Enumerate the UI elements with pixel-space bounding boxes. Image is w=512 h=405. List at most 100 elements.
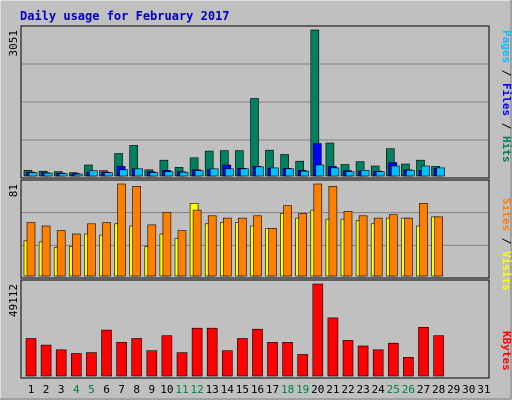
top-panel-max-label: 3051	[7, 30, 20, 57]
bar-sites-day-20	[313, 183, 323, 277]
bar-pages-day-14	[225, 168, 234, 177]
x-tick-label: 27	[417, 383, 430, 396]
bar-pages-day-18	[285, 168, 294, 177]
x-tick-label: 10	[160, 383, 173, 396]
bar-kbytes-day-16	[252, 328, 263, 377]
x-tick-label: 23	[356, 383, 369, 396]
bar-sites-day-11	[177, 230, 187, 277]
bar-sites-day-25	[388, 214, 398, 277]
bar-sites-day-3	[56, 230, 66, 277]
bar-sites-day-27	[419, 203, 428, 277]
bar-sites-day-9	[147, 224, 157, 277]
x-tick-label: 31	[477, 383, 490, 396]
bar-pages-day-26	[406, 170, 415, 177]
bar-pages-day-25	[390, 165, 400, 177]
bar-sites-day-26	[404, 217, 413, 277]
bar-pages-day-12	[194, 170, 204, 177]
x-tick-label: 2	[43, 383, 50, 396]
middle-panel-legend: Sites / Visits	[500, 198, 512, 291]
bar-kbytes-day-14	[222, 350, 233, 377]
x-tick-label: 29	[447, 383, 460, 396]
x-tick-label: 8	[133, 383, 140, 396]
legend-part: /	[500, 116, 512, 136]
bar-pages-day-24	[375, 171, 385, 177]
x-tick-label: 18	[281, 383, 294, 396]
x-tick-label: 5	[88, 383, 95, 396]
bar-pages-day-4	[74, 173, 83, 177]
bar-kbytes-day-18	[282, 341, 293, 377]
x-tick-label: 11	[175, 383, 188, 396]
bar-pages-day-13	[209, 168, 219, 177]
x-tick-label: 30	[462, 383, 475, 396]
x-tick-label: 7	[118, 383, 125, 396]
bar-kbytes-day-23	[357, 345, 369, 377]
bar-sites-day-19	[298, 213, 308, 277]
bar-pages-day-1	[28, 172, 38, 177]
bar-kbytes-day-10	[161, 335, 173, 377]
bar-kbytes-day-25	[387, 342, 399, 377]
bar-kbytes-day-2	[40, 344, 52, 377]
bar-sites-day-24	[373, 217, 383, 277]
bar-sites-day-17	[268, 228, 277, 277]
bar-pages-day-19	[300, 170, 310, 177]
bar-sites-day-14	[223, 217, 232, 277]
bar-kbytes-day-19	[297, 354, 309, 377]
bar-pages-day-21	[330, 167, 340, 177]
bar-pages-day-22	[345, 171, 355, 177]
x-tick-label: 9	[148, 383, 155, 396]
x-tick-label: 20	[311, 383, 324, 396]
x-tick-label: 13	[206, 383, 219, 396]
bar-kbytes-day-7	[116, 341, 127, 377]
bar-pages-day-8	[134, 168, 143, 177]
legend-part: Visits	[500, 251, 512, 291]
bar-kbytes-day-3	[55, 349, 67, 377]
bottom-panel-legend: KBytes	[500, 331, 512, 371]
bar-pages-day-9	[149, 172, 159, 177]
bar-kbytes-day-27	[418, 326, 429, 377]
x-tick-label: 12	[190, 383, 203, 396]
bar-kbytes-day-22	[342, 340, 354, 377]
x-tick-label: 25	[387, 383, 400, 396]
bar-kbytes-day-24	[372, 349, 384, 377]
x-tick-label: 3	[58, 383, 65, 396]
bar-kbytes-day-20	[312, 283, 324, 377]
bar-sites-day-18	[283, 205, 292, 277]
bar-kbytes-day-21	[327, 317, 339, 377]
bar-sites-day-6	[102, 222, 111, 277]
bar-pages-day-23	[360, 170, 370, 177]
bar-sites-day-2	[41, 225, 51, 277]
bar-pages-day-16	[255, 166, 264, 177]
x-tick-label: 15	[236, 383, 249, 396]
x-tick-label: 26	[402, 383, 415, 396]
x-tick-label: 19	[296, 383, 309, 396]
bar-kbytes-day-15	[237, 338, 248, 377]
bar-sites-day-15	[238, 217, 247, 277]
bar-sites-day-10	[162, 212, 172, 277]
bar-sites-day-7	[117, 183, 126, 277]
bar-pages-day-5	[89, 170, 98, 177]
x-tick-label: 1	[28, 383, 35, 396]
bar-sites-day-8	[132, 186, 141, 277]
bar-sites-day-5	[87, 223, 96, 277]
legend-part: /	[500, 231, 512, 251]
middle-panel-max-label: 81	[7, 184, 20, 197]
x-tick-label: 24	[372, 383, 386, 396]
x-tick-label: 14	[221, 383, 235, 396]
bar-kbytes-day-28	[433, 335, 444, 377]
bar-pages-day-17	[270, 167, 279, 177]
bar-pages-day-2	[43, 172, 53, 177]
bar-pages-day-6	[104, 172, 113, 177]
x-tick-label: 22	[341, 383, 354, 396]
bar-pages-day-10	[164, 171, 174, 177]
bar-sites-day-23	[358, 215, 368, 277]
bar-kbytes-day-26	[403, 356, 414, 377]
bar-pages-day-3	[58, 173, 68, 177]
bar-sites-day-13	[207, 215, 217, 277]
legend-part: Files	[500, 83, 512, 116]
chart-title: Daily usage for February 2017	[20, 9, 230, 23]
bottom-panel-max-label: 49112	[7, 284, 20, 317]
bar-kbytes-day-13	[206, 327, 218, 377]
bar-hits-day-16	[250, 98, 259, 177]
legend-part: Hits	[500, 136, 512, 163]
